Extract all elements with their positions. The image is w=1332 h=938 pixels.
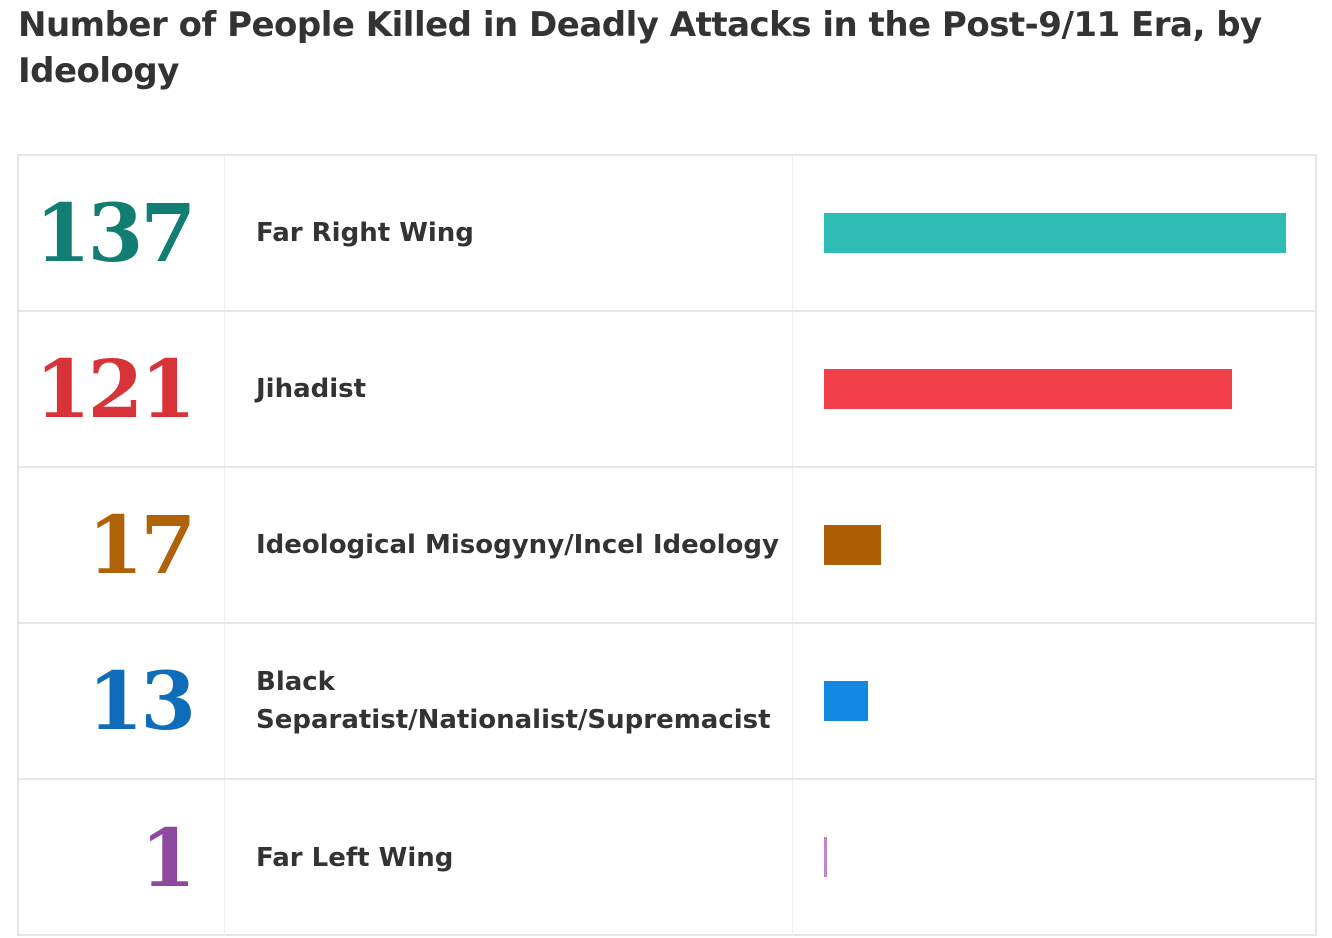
chart-title: Number of People Killed in Deadly Attack…	[18, 5, 1262, 91]
bar-track	[824, 780, 1286, 936]
category-label: Far Right Wing	[256, 156, 786, 310]
ideology-table: 137 Far Right Wing 121 Jihadist 17 Ideol…	[17, 154, 1317, 936]
bar-track	[824, 156, 1286, 310]
table-row: 17 Ideological Misogyny/Incel Ideology	[19, 468, 1315, 624]
column-divider	[792, 156, 793, 310]
data-label: 1	[140, 811, 196, 905]
category-label: Black Separatist/Nationalist/Supremacist	[256, 624, 786, 778]
column-divider	[792, 312, 793, 466]
table-row: 1 Far Left Wing	[19, 780, 1315, 936]
data-label: 121	[35, 342, 196, 436]
table-row: 121 Jihadist	[19, 312, 1315, 468]
category-label-text: Black Separatist/Nationalist/Supremacist	[256, 667, 771, 735]
column-divider	[224, 312, 225, 466]
column-divider	[792, 780, 793, 936]
column-divider	[792, 624, 793, 778]
bar-track	[824, 312, 1286, 466]
bar	[824, 525, 882, 565]
bar	[824, 837, 828, 877]
category-label-text: Far Right Wing	[256, 218, 474, 248]
table-row: 13 Black Separatist/Nationalist/Supremac…	[19, 624, 1315, 780]
data-label: 137	[35, 186, 196, 280]
bar	[824, 681, 868, 721]
column-divider	[224, 624, 225, 778]
category-label: Ideological Misogyny/Incel Ideology	[256, 468, 786, 622]
data-label: 17	[87, 498, 196, 592]
column-divider	[224, 780, 225, 936]
column-divider	[224, 468, 225, 622]
bar-track	[824, 468, 1286, 622]
category-label-text: Ideological Misogyny/Incel Ideology	[256, 530, 779, 560]
data-label: 13	[87, 654, 196, 748]
bar	[824, 213, 1286, 253]
category-label-text: Jihadist	[256, 374, 367, 404]
category-label: Jihadist	[256, 312, 786, 466]
column-divider	[792, 468, 793, 622]
bar	[824, 369, 1233, 409]
bar-track	[824, 624, 1286, 778]
table-row: 137 Far Right Wing	[19, 156, 1315, 312]
category-label-text: Far Left Wing	[256, 843, 454, 873]
column-divider	[224, 156, 225, 310]
category-label: Far Left Wing	[256, 780, 786, 936]
